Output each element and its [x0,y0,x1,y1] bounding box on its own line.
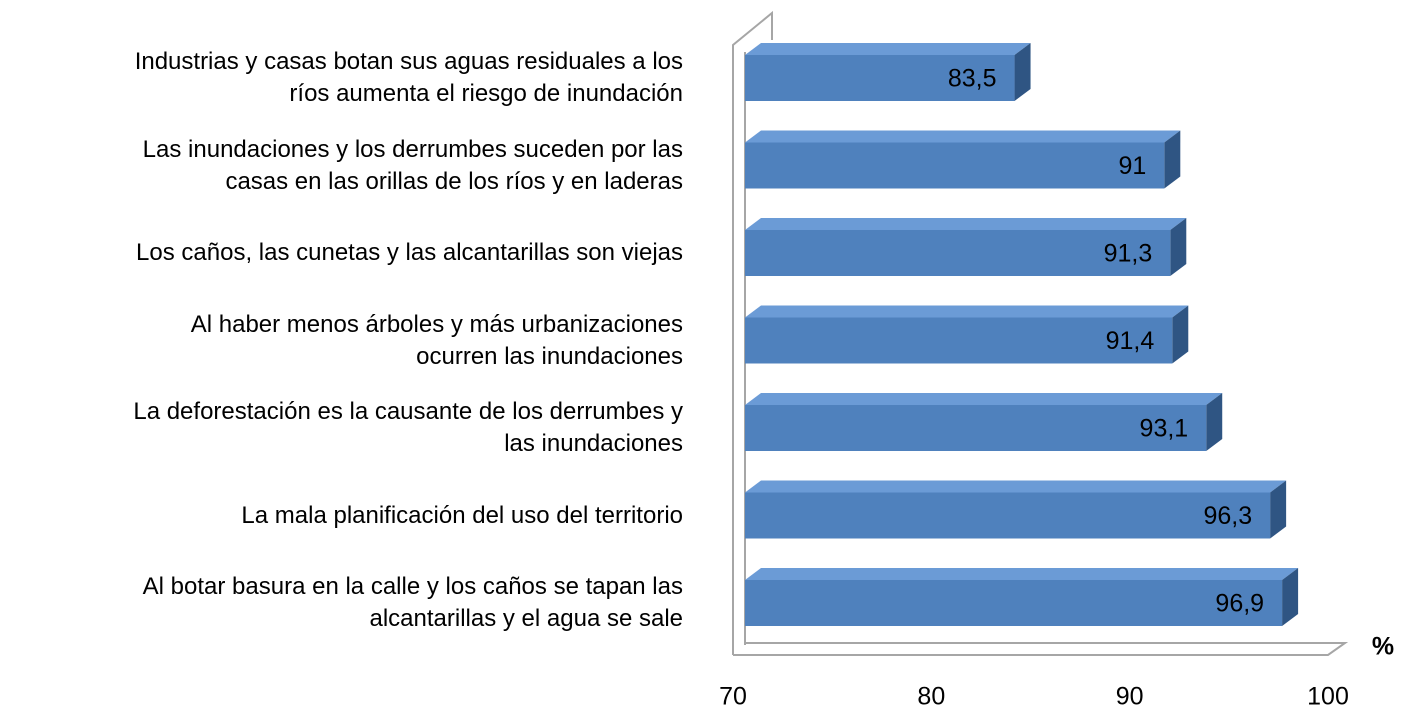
bar [745,580,1283,626]
bar-top [745,218,1187,230]
bar-side [1172,305,1189,364]
x-axis-label: % [1372,633,1394,661]
bar-top [745,393,1223,405]
category-label: La deforestación es la causante de los d… [133,398,683,457]
floor [733,642,1349,656]
bar [745,492,1271,539]
category-label: Al botar basura en la calle y los caños … [142,573,683,632]
bar-side [1014,43,1031,101]
bar-side [1170,218,1187,276]
bar-top [745,480,1287,493]
category-label: Los caños, las cunetas y las alcantarill… [136,239,683,266]
bar-side [1206,393,1223,451]
bar-top [745,43,1031,55]
category-label: Las inundaciones y los derrumbes suceden… [142,135,683,195]
bar [745,405,1207,451]
x-tick-label: 70 [719,683,747,711]
bar [745,55,1015,101]
bar-side [1164,130,1181,189]
bar-side [1282,568,1299,626]
category-label: Al haber menos árboles y más urbanizacio… [190,310,683,370]
bar-top [745,568,1299,580]
category-label: La mala planificación del uso del territ… [241,501,683,529]
bar [745,142,1165,189]
x-tick-label: 90 [1116,683,1144,711]
bar-top [745,305,1189,318]
back-wall [732,10,773,655]
bar [745,230,1171,276]
bar-top [745,130,1181,143]
value-label: 83,5 [948,65,997,93]
category-label: Industrias y casas botan sus aguas resid… [134,48,683,107]
value-label: 91,3 [1104,240,1153,268]
value-label: 91,4 [1106,327,1155,355]
value-label: 93,1 [1140,415,1189,443]
bar-side [1270,480,1287,539]
value-label: 96,3 [1203,502,1252,530]
x-tick-label: 80 [917,683,945,711]
bar [745,317,1173,364]
x-tick-label: 100 [1307,683,1349,711]
value-label: 96,9 [1215,590,1264,618]
value-label: 91 [1118,152,1146,180]
